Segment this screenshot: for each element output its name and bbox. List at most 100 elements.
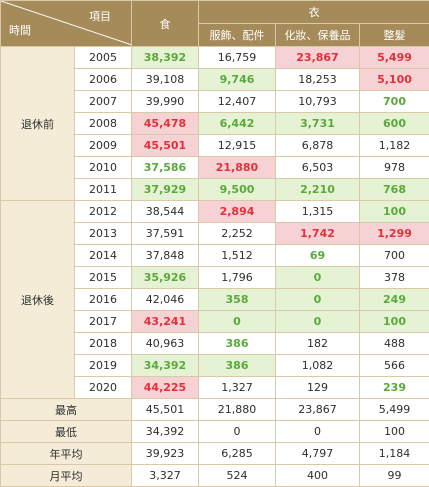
cosmetics-cell: 69 bbox=[276, 245, 360, 267]
accessories-cell: 9,500 bbox=[199, 179, 276, 201]
cosmetics-cell: 0 bbox=[276, 289, 360, 311]
group-after-retirement: 退休後 bbox=[1, 201, 75, 399]
cosmetics-cell: 1,315 bbox=[276, 201, 360, 223]
item-label: 項目 bbox=[89, 8, 111, 24]
food-cell: 3,327 bbox=[132, 465, 199, 487]
cosmetics-cell: 1,082 bbox=[276, 355, 360, 377]
haircut-cell: 100 bbox=[360, 421, 429, 443]
year-cell: 2019 bbox=[75, 355, 132, 377]
summary-row-yearly-avg: 年平均 39,923 6,285 4,797 1,184 bbox=[1, 443, 429, 465]
haircut-cell: 378 bbox=[360, 267, 429, 289]
cosmetics-cell: 400 bbox=[276, 465, 360, 487]
food-cell: 38,392 bbox=[132, 47, 199, 69]
haircut-cell: 239 bbox=[360, 377, 429, 399]
accessories-cell: 524 bbox=[199, 465, 276, 487]
haircut-cell: 488 bbox=[360, 333, 429, 355]
year-cell: 2009 bbox=[75, 135, 132, 157]
accessories-cell: 0 bbox=[199, 421, 276, 443]
cosmetics-cell: 10,793 bbox=[276, 91, 360, 113]
haircut-cell: 5,499 bbox=[360, 399, 429, 421]
haircut-cell: 5,499 bbox=[360, 47, 429, 69]
food-cell: 45,478 bbox=[132, 113, 199, 135]
year-cell: 2015 bbox=[75, 267, 132, 289]
summary-label: 最高 bbox=[1, 399, 132, 421]
food-cell: 42,046 bbox=[132, 289, 199, 311]
cosmetics-cell: 129 bbox=[276, 377, 360, 399]
year-cell: 2018 bbox=[75, 333, 132, 355]
haircut-cell: 99 bbox=[360, 465, 429, 487]
cosmetics-cell: 6,878 bbox=[276, 135, 360, 157]
food-cell: 39,108 bbox=[132, 69, 199, 91]
food-cell: 35,926 bbox=[132, 267, 199, 289]
accessories-cell: 12,407 bbox=[199, 91, 276, 113]
haircut-cell: 978 bbox=[360, 157, 429, 179]
accessories-cell: 2,894 bbox=[199, 201, 276, 223]
accessories-cell: 16,759 bbox=[199, 47, 276, 69]
summary-label: 年平均 bbox=[1, 443, 132, 465]
cosmetics-cell: 3,731 bbox=[276, 113, 360, 135]
food-cell: 34,392 bbox=[132, 421, 199, 443]
food-cell: 45,501 bbox=[132, 399, 199, 421]
haircut-cell: 249 bbox=[360, 289, 429, 311]
food-cell: 37,929 bbox=[132, 179, 199, 201]
accessories-cell: 21,880 bbox=[199, 399, 276, 421]
year-cell: 2012 bbox=[75, 201, 132, 223]
year-cell: 2011 bbox=[75, 179, 132, 201]
accessories-cell: 386 bbox=[199, 333, 276, 355]
year-cell: 2008 bbox=[75, 113, 132, 135]
food-cell: 34,392 bbox=[132, 355, 199, 377]
year-cell: 2014 bbox=[75, 245, 132, 267]
table-row: 退休前 2005 38,392 16,759 23,867 5,499 bbox=[1, 47, 429, 69]
haircut-cell: 100 bbox=[360, 201, 429, 223]
food-cell: 37,586 bbox=[132, 157, 199, 179]
accessories-cell: 2,252 bbox=[199, 223, 276, 245]
cosmetics-cell: 0 bbox=[276, 267, 360, 289]
food-cell: 44,225 bbox=[132, 377, 199, 399]
haircut-cell: 1,182 bbox=[360, 135, 429, 157]
accessories-cell: 9,746 bbox=[199, 69, 276, 91]
food-cell: 38,544 bbox=[132, 201, 199, 223]
cosmetics-cell: 23,867 bbox=[276, 399, 360, 421]
food-cell: 43,241 bbox=[132, 311, 199, 333]
cosmetics-header: 化妝、保養品 bbox=[276, 24, 360, 47]
clothing-header: 衣 bbox=[199, 1, 429, 24]
cosmetics-cell: 4,797 bbox=[276, 443, 360, 465]
accessories-cell: 21,880 bbox=[199, 157, 276, 179]
food-cell: 45,501 bbox=[132, 135, 199, 157]
haircut-cell: 600 bbox=[360, 113, 429, 135]
haircut-cell: 5,100 bbox=[360, 69, 429, 91]
haircut-cell: 700 bbox=[360, 245, 429, 267]
year-cell: 2016 bbox=[75, 289, 132, 311]
summary-label: 最低 bbox=[1, 421, 132, 443]
cosmetics-cell: 2,210 bbox=[276, 179, 360, 201]
haircut-cell: 566 bbox=[360, 355, 429, 377]
cosmetics-cell: 6,503 bbox=[276, 157, 360, 179]
year-cell: 2017 bbox=[75, 311, 132, 333]
food-cell: 39,990 bbox=[132, 91, 199, 113]
year-cell: 2013 bbox=[75, 223, 132, 245]
year-cell: 2006 bbox=[75, 69, 132, 91]
accessories-cell: 358 bbox=[199, 289, 276, 311]
accessories-cell: 6,442 bbox=[199, 113, 276, 135]
year-cell: 2005 bbox=[75, 47, 132, 69]
summary-row-monthly-avg: 月平均 3,327 524 400 99 bbox=[1, 465, 429, 487]
accessories-cell: 1,512 bbox=[199, 245, 276, 267]
cosmetics-cell: 18,253 bbox=[276, 69, 360, 91]
year-cell: 2007 bbox=[75, 91, 132, 113]
food-cell: 40,963 bbox=[132, 333, 199, 355]
haircut-cell: 700 bbox=[360, 91, 429, 113]
food-cell: 37,591 bbox=[132, 223, 199, 245]
accessories-cell: 6,285 bbox=[199, 443, 276, 465]
haircut-cell: 1,184 bbox=[360, 443, 429, 465]
summary-row-min: 最低 34,392 0 0 100 bbox=[1, 421, 429, 443]
year-cell: 2010 bbox=[75, 157, 132, 179]
summary-row-max: 最高 45,501 21,880 23,867 5,499 bbox=[1, 399, 429, 421]
haircut-cell: 100 bbox=[360, 311, 429, 333]
cosmetics-cell: 1,742 bbox=[276, 223, 360, 245]
haircut-cell: 1,299 bbox=[360, 223, 429, 245]
cosmetics-cell: 182 bbox=[276, 333, 360, 355]
header-corner: 項目 時間 bbox=[1, 1, 132, 47]
accessories-cell: 1,327 bbox=[199, 377, 276, 399]
cosmetics-cell: 0 bbox=[276, 311, 360, 333]
